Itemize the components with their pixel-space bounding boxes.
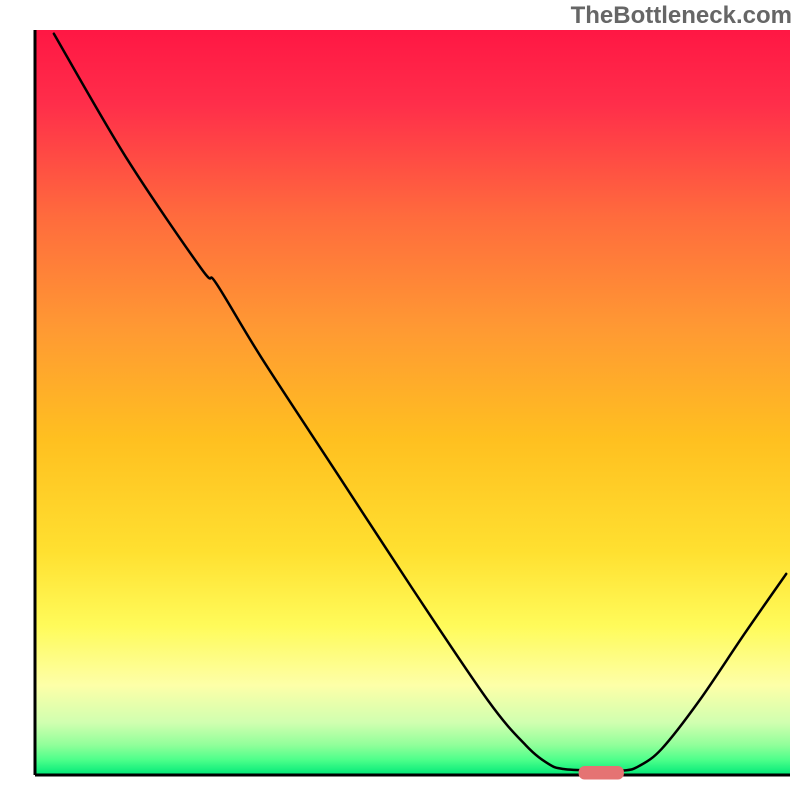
plot-background — [35, 30, 790, 775]
bottleneck-chart — [0, 0, 800, 800]
chart-container: TheBottleneck.com — [0, 0, 800, 800]
optimal-marker — [579, 766, 624, 779]
watermark-text: TheBottleneck.com — [571, 2, 792, 30]
